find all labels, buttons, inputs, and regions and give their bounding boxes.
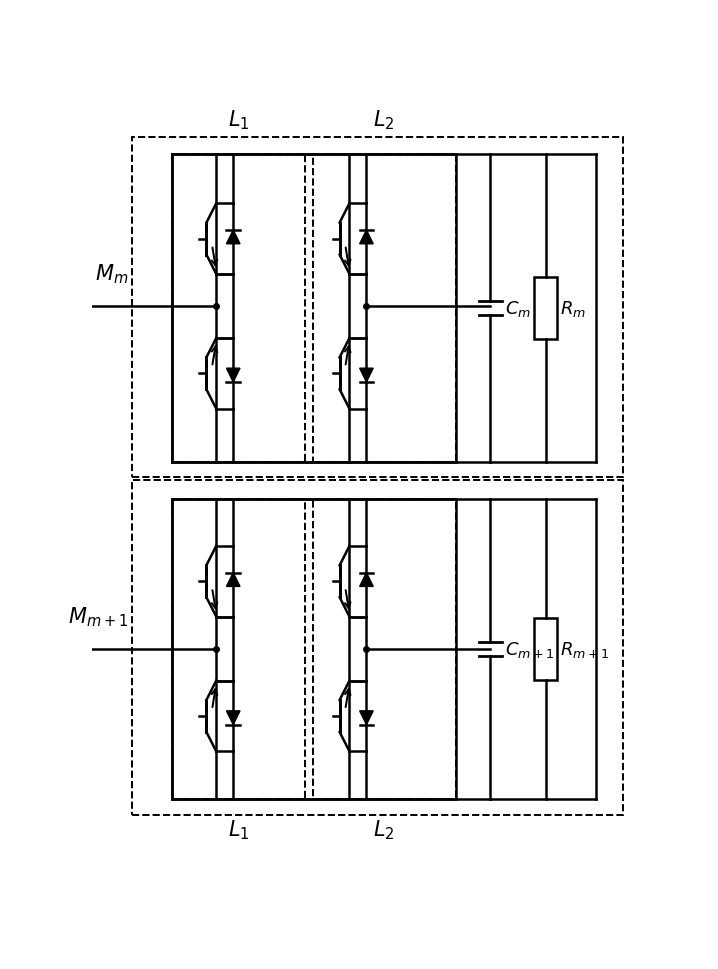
Text: $R_m$: $R_m$ [561,298,587,319]
Polygon shape [360,711,373,725]
Text: $L_2$: $L_2$ [373,817,395,841]
Polygon shape [360,369,373,383]
Polygon shape [360,231,373,244]
Bar [172,499,456,799]
Bar [313,155,456,462]
Bar [172,499,305,799]
Bar [534,618,557,680]
Text: $M_m$: $M_m$ [95,263,129,286]
Text: $C_{m+1}$: $C_{m+1}$ [505,640,554,659]
Text: $M_{m+1}$: $M_{m+1}$ [68,605,129,628]
Polygon shape [226,369,240,383]
Polygon shape [226,231,240,244]
Bar [534,278,557,339]
Polygon shape [360,573,373,587]
Text: $L_1$: $L_1$ [228,817,249,841]
Text: $R_{m+1}$: $R_{m+1}$ [561,640,610,659]
Bar [131,138,623,478]
Bar [131,480,623,815]
Bar [313,499,456,799]
Text: $L_2$: $L_2$ [373,109,395,132]
Polygon shape [226,573,240,587]
Bar [172,155,305,462]
Bar [172,155,456,462]
Text: $C_m$: $C_m$ [505,298,531,319]
Text: $L_1$: $L_1$ [228,109,249,132]
Polygon shape [226,711,240,725]
